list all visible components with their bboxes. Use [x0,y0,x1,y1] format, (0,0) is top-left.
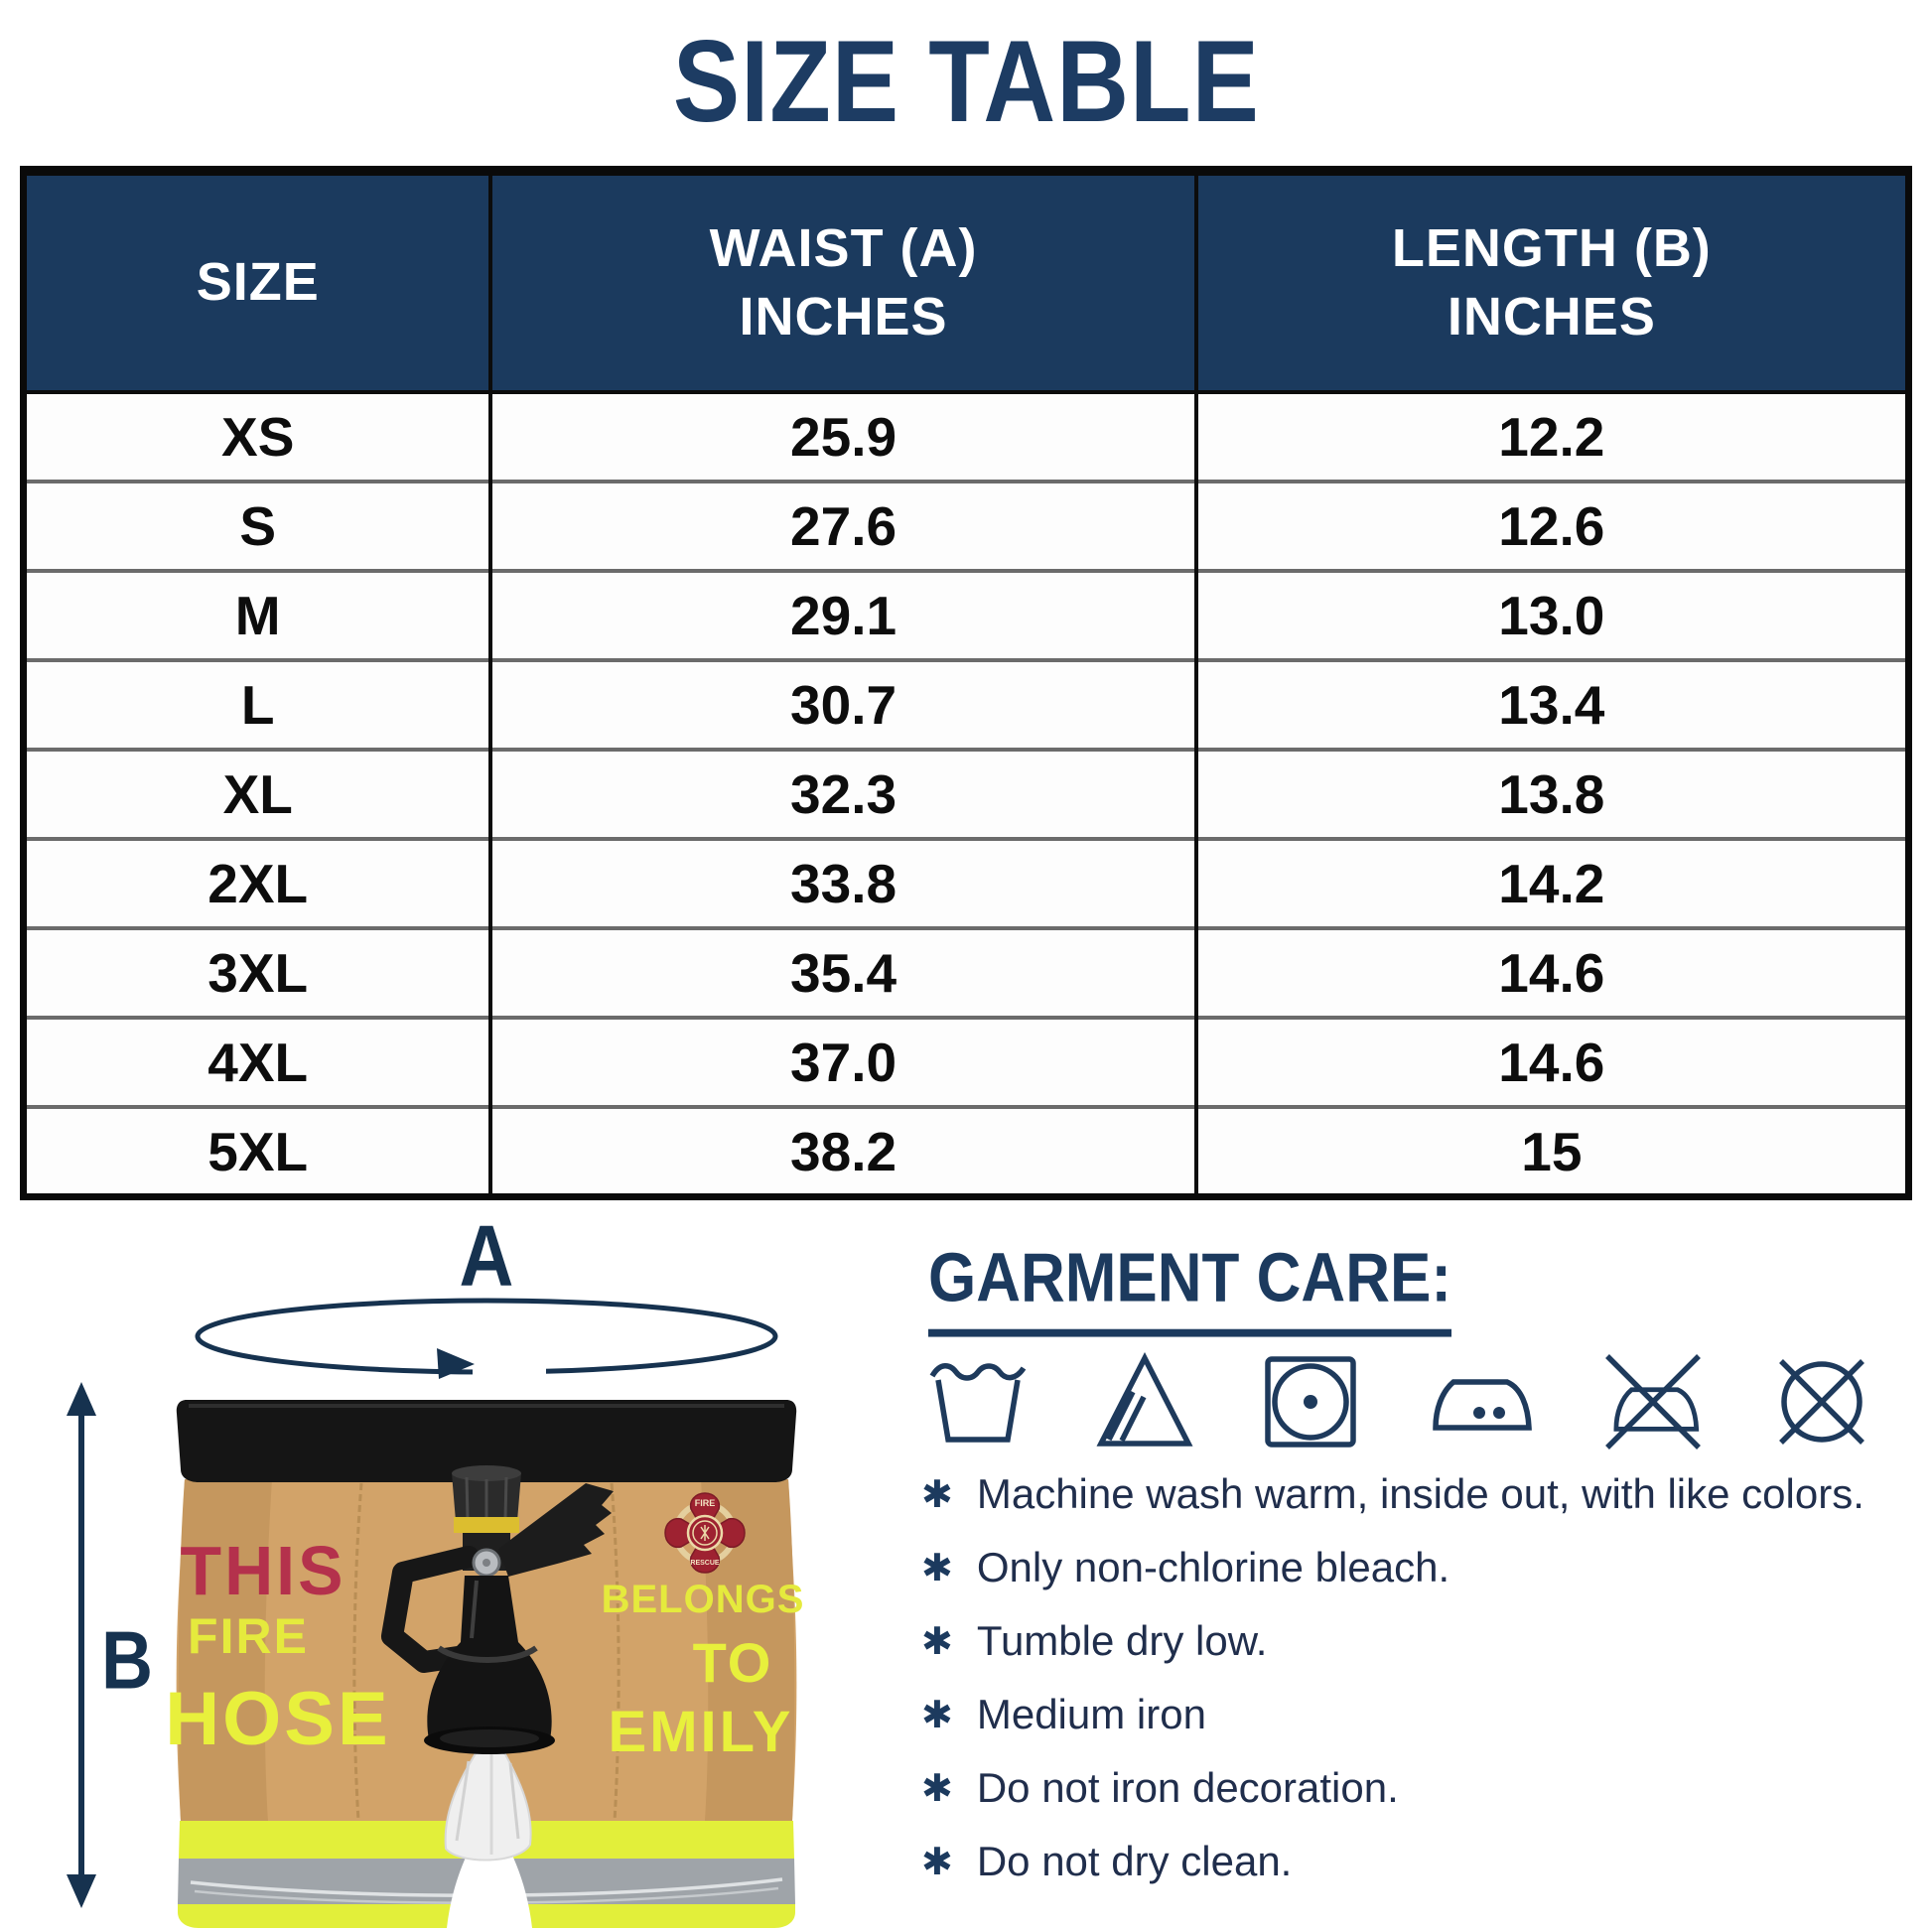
page-title-wrap: SIZE TABLE [0,16,1932,147]
waist-cell: 32.3 [488,748,1196,840]
fire-hose-nozzle [381,1465,614,1754]
size-cell: XS [23,392,491,483]
boxer-text-fire: FIRE [188,1608,309,1664]
page-title: SIZE TABLE [672,17,1260,147]
tumble-dry-icon [1265,1356,1356,1448]
length-cell: 14.6 [1193,1016,1909,1108]
table-row: L 30.7 13.4 [23,658,1909,751]
waist-cell: 27.6 [488,480,1196,572]
asterisk-bullet-icon: ✱ [921,1547,953,1589]
length-cell: 15 [1193,1105,1909,1197]
table-row: XL 32.3 13.8 [23,748,1909,840]
waist-cell: 25.9 [488,392,1196,483]
waist-cell: 29.1 [488,569,1196,661]
care-instruction: ✱ Only non-chlorine bleach. [921,1531,1924,1604]
garment-care-list: ✱ Machine wash warm, inside out, with li… [921,1457,1924,1898]
care-instruction-text: Do not iron decoration. [976,1764,1399,1811]
table-row: 4XL 37.0 14.6 [23,1016,1909,1108]
care-instruction-text: Do not dry clean. [976,1838,1293,1884]
waist-cell: 30.7 [488,658,1196,751]
machine-wash-icon [929,1363,1027,1443]
badge-text-bottom: RESCUE [690,1560,720,1567]
size-cell: 3XL [23,926,491,1019]
waist-cell: 33.8 [488,837,1196,929]
waist-cell: 35.4 [488,926,1196,1019]
size-cell: L [23,658,491,751]
asterisk-bullet-icon: ✱ [921,1841,953,1883]
care-instruction-text: Medium iron [976,1691,1206,1737]
asterisk-bullet-icon: ✱ [921,1473,953,1516]
size-cell: S [23,480,491,572]
table-row: S 27.6 12.6 [23,480,1909,572]
badge-text-top: FIRE [695,1498,716,1508]
care-instruction: ✱ Do not dry clean. [921,1825,1924,1898]
waist-measure-label-a: A [459,1207,514,1306]
length-cell: 14.6 [1193,926,1909,1019]
length-cell: 14.2 [1193,837,1909,929]
non-chlorine-bleach-icon [1096,1352,1193,1447]
care-instruction: ✱ Do not iron decoration. [921,1751,1924,1825]
size-cell: 2XL [23,837,491,929]
care-instruction: ✱ Machine wash warm, inside out, with li… [921,1457,1924,1531]
length-cell: 12.6 [1193,480,1909,572]
asterisk-bullet-icon: ✱ [921,1767,953,1810]
boxer-text-to: TO [693,1631,773,1694]
boxer-waistband [176,1400,797,1482]
length-vertical-arrow [67,1382,96,1908]
table-header-row: SIZE WAIST (A) INCHES LENGTH (B) INCHES [23,171,1909,394]
do-not-dry-clean-icon [1779,1359,1864,1445]
column-header-waist: WAIST (A) INCHES [488,171,1196,394]
care-instruction-text: Tumble dry low. [976,1617,1268,1664]
waist-cell: 38.2 [488,1105,1196,1197]
boxer-text-belongs: BELONGS [602,1578,805,1621]
garment-care-title: GARMENT CARE: [928,1239,1451,1337]
length-cell: 13.4 [1193,658,1909,751]
column-header-size: SIZE [23,171,491,394]
length-cell: 13.8 [1193,748,1909,840]
boxer-text-emily: EMILY [609,1700,794,1764]
boxer-briefs-illustration: FIRE RESCUE THIS FIRE HOSE BELONGS TO EM… [165,1400,805,1928]
do-not-iron-icon [1605,1354,1702,1449]
waist-cell: 37.0 [488,1016,1196,1108]
length-cell: 12.2 [1193,392,1909,483]
size-cell: M [23,569,491,661]
length-measure-label-b: B [101,1615,153,1707]
asterisk-bullet-icon: ✱ [921,1620,953,1663]
size-cell: XL [23,748,491,840]
medium-iron-icon [1433,1379,1532,1431]
table-row: 5XL 38.2 15 [23,1105,1909,1197]
care-instruction: ✱ Tumble dry low. [921,1604,1924,1678]
size-cell: 5XL [23,1105,491,1197]
table-row: 2XL 33.8 14.2 [23,837,1909,929]
asterisk-bullet-icon: ✱ [921,1694,953,1736]
size-table: SIZE WAIST (A) INCHES LENGTH (B) INCHES … [20,166,1912,1200]
care-instruction-text: Machine wash warm, inside out, with like… [976,1470,1864,1517]
table-row: XS 25.9 12.2 [23,392,1909,483]
table-row: 3XL 35.4 14.6 [23,926,1909,1019]
waist-ellipse-arrow [195,1298,778,1384]
size-cell: 4XL [23,1016,491,1108]
care-instruction-text: Only non-chlorine bleach. [976,1544,1450,1590]
fire-badge: FIRE RESCUE [664,1492,746,1574]
column-header-length: LENGTH (B) INCHES [1193,171,1909,394]
boxer-text-hose: HOSE [165,1677,390,1761]
garment-care-icons [928,1350,1871,1453]
table-row: M 29.1 13.0 [23,569,1909,661]
boxer-text-this: THIS [181,1532,346,1609]
care-instruction: ✱ Medium iron [921,1678,1924,1751]
water-spray [444,1727,532,1862]
length-cell: 13.0 [1193,569,1909,661]
